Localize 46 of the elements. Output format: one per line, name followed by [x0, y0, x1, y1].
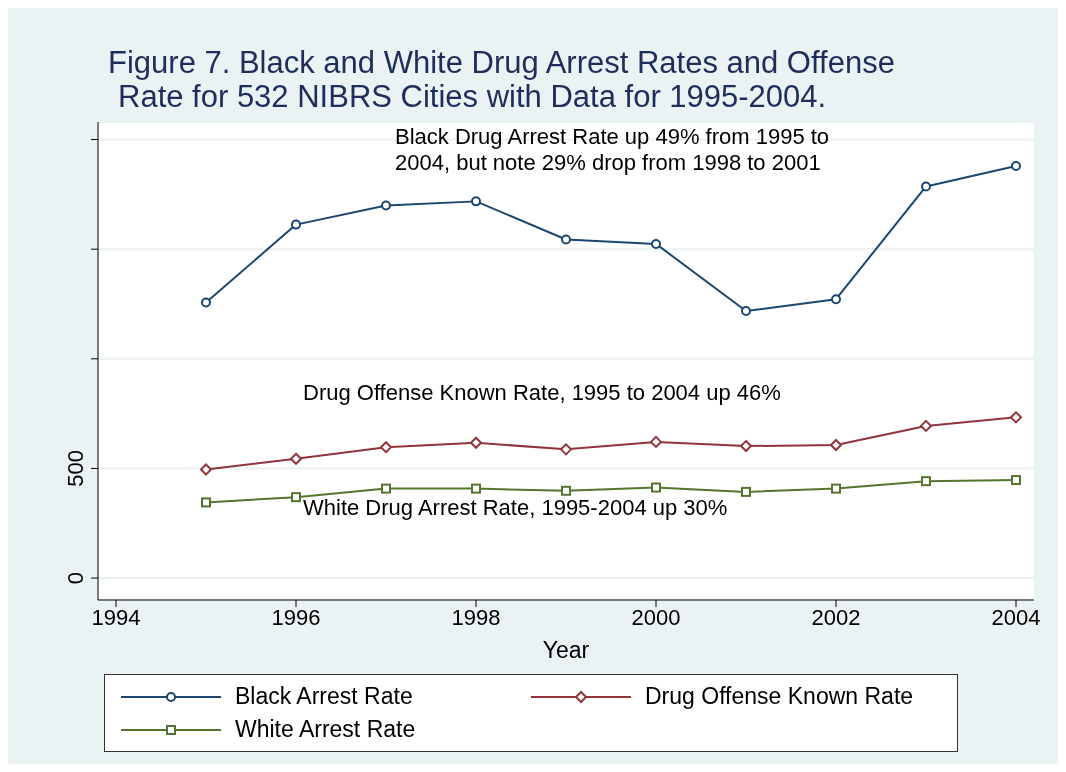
- y-tick-label: 0: [63, 571, 88, 585]
- point: [470, 436, 482, 449]
- point: [471, 483, 481, 494]
- point: [650, 435, 662, 448]
- chart-title: Figure 7. Black and White Drug Arrest Rates and Offense Rate for 532 NIBRS Cities with Data for 1995-2004.: [108, 45, 896, 114]
- point: [651, 482, 661, 493]
- point: [921, 181, 931, 192]
- point: [920, 419, 932, 432]
- point: [830, 438, 842, 451]
- x-tick-label: 1996: [271, 604, 321, 630]
- x-tick-label: 2002: [811, 604, 861, 630]
- point: [381, 483, 391, 494]
- x-tick-label: 2004: [991, 604, 1041, 630]
- legend-label: Drug Offense Known Rate: [645, 683, 914, 710]
- point: [560, 443, 572, 456]
- point: [471, 196, 481, 207]
- point: [831, 294, 841, 305]
- point: [561, 234, 571, 245]
- x-tick-label: 2000: [631, 604, 681, 630]
- point: [561, 485, 571, 496]
- x-tick-label: 1994: [91, 604, 141, 630]
- y-tick-label: 500: [63, 450, 88, 487]
- point: [741, 306, 751, 317]
- annotation: Drug Offense Known Rate, 1995 to 2004 up 46%: [303, 380, 781, 406]
- point: [1011, 161, 1021, 172]
- point: [201, 297, 211, 308]
- point: [290, 452, 302, 465]
- point: [1010, 411, 1022, 424]
- point: [201, 497, 211, 508]
- legend-label: Black Arrest Rate: [235, 683, 413, 710]
- point: [380, 441, 392, 454]
- annotation: White Drug Arrest Rate, 1995-2004 up 30%: [303, 495, 728, 521]
- point: [200, 463, 212, 476]
- legend-label: White Arrest Rate: [235, 716, 416, 743]
- annotation: Black Drug Arrest Rate up 49% from 1995 to 2004, but note 29% drop from 1998 to 2001: [395, 124, 830, 176]
- point: [651, 238, 661, 249]
- x-axis-title: Year: [542, 637, 590, 663]
- point: [921, 476, 931, 487]
- point: [291, 492, 301, 503]
- point: [381, 200, 391, 211]
- point: [1011, 475, 1021, 486]
- point: [740, 440, 752, 453]
- point: [291, 219, 301, 230]
- point: [831, 483, 841, 494]
- x-tick-label: 1998: [451, 604, 501, 630]
- point: [741, 486, 751, 497]
